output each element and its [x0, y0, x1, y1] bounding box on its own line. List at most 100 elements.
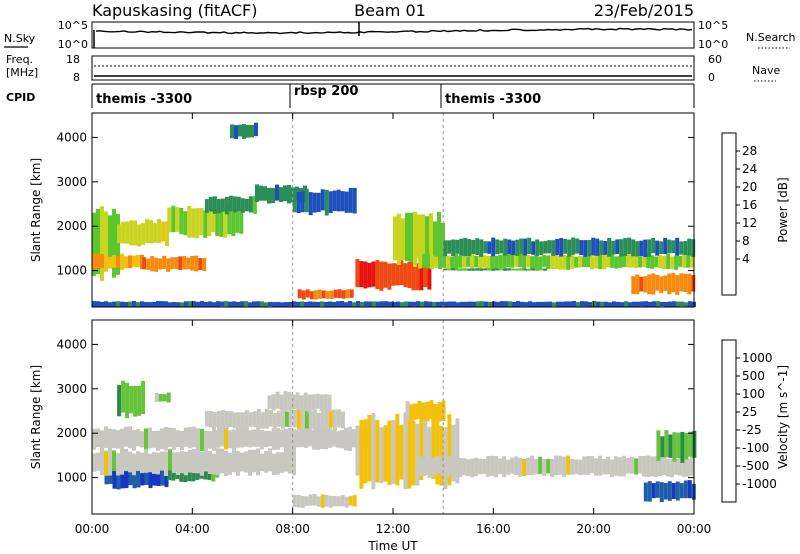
data-cell	[634, 254, 639, 269]
data-cell	[458, 457, 463, 478]
data-cell	[178, 256, 183, 270]
cpid-segment-2: rbsp 200	[294, 84, 358, 99]
data-cell	[638, 256, 643, 268]
data-cell	[535, 239, 540, 256]
data-cell	[375, 260, 380, 290]
data-cell	[304, 188, 309, 213]
data-cell	[467, 268, 472, 271]
data-cell	[630, 456, 635, 474]
data-cell	[659, 482, 664, 503]
data-cell	[440, 301, 444, 307]
data-cell	[487, 268, 492, 271]
data-cell	[160, 428, 164, 450]
data-cell	[148, 462, 153, 489]
data-cell	[248, 430, 252, 448]
data-cell	[284, 428, 288, 451]
data-cell	[628, 302, 632, 307]
data-cell	[325, 291, 330, 299]
data-cell	[539, 268, 544, 271]
data-cell	[292, 188, 297, 213]
data-cell	[391, 263, 396, 286]
data-cell	[236, 301, 240, 307]
data-cell	[516, 301, 520, 307]
data-cell	[184, 427, 188, 447]
power-colorbar-tick-label: 12	[742, 216, 757, 230]
data-cell	[96, 428, 100, 448]
data-cell	[375, 420, 380, 483]
data-cell	[340, 301, 344, 307]
data-cell	[208, 301, 212, 307]
data-cell	[417, 400, 422, 419]
data-cell	[348, 187, 353, 213]
data-cell	[528, 301, 532, 307]
power-colorbar-tick-label: 4	[742, 252, 750, 266]
data-cell	[376, 301, 380, 307]
noise-right-tick-low: 10^0	[698, 38, 728, 51]
data-cell	[666, 458, 671, 477]
scatter-region-12	[418, 253, 695, 270]
data-cell	[656, 430, 661, 462]
cpid-segment-3: themis -3300	[445, 92, 541, 107]
data-cell	[117, 224, 122, 243]
time-axis-title: Time UT	[367, 539, 418, 553]
data-cell	[436, 301, 440, 307]
data-cell	[160, 301, 164, 307]
data-cell	[666, 253, 671, 270]
data-cell	[319, 394, 324, 412]
data-cell	[228, 195, 233, 212]
velocity-y-axis: 1000 2000 3000 4000	[56, 337, 694, 485]
data-cell	[678, 455, 683, 476]
data-cell	[518, 457, 523, 477]
data-cell	[667, 239, 672, 254]
data-cell	[690, 253, 695, 268]
data-cell	[646, 253, 651, 269]
scatter-region-9	[297, 289, 354, 300]
data-cell	[340, 429, 344, 449]
data-cell	[271, 394, 276, 411]
data-cell	[612, 301, 616, 307]
data-cell	[108, 215, 112, 269]
data-cell	[591, 237, 596, 256]
data-cell	[316, 496, 321, 507]
data-cell	[256, 409, 261, 429]
data-cell	[164, 426, 168, 451]
data-cell	[352, 187, 357, 214]
data-cell	[187, 464, 192, 482]
data-cell	[587, 240, 592, 257]
data-cell	[570, 253, 575, 269]
data-cell	[405, 401, 410, 420]
data-cell	[487, 241, 492, 254]
data-cell	[255, 184, 259, 202]
data-cell	[401, 218, 405, 260]
data-cell	[447, 268, 452, 271]
data-cell	[112, 301, 116, 307]
data-cell	[672, 301, 676, 307]
data-cell	[647, 239, 652, 257]
data-cell	[643, 482, 648, 502]
data-cell	[223, 208, 228, 238]
data-cell	[675, 275, 680, 295]
data-cell	[145, 219, 150, 243]
data-cell	[250, 125, 254, 138]
data-cell	[631, 239, 636, 257]
data-cell	[687, 238, 692, 256]
data-cell	[454, 254, 459, 269]
data-cell	[598, 253, 603, 270]
data-cell	[141, 381, 146, 414]
data-cell	[663, 275, 668, 291]
data-cell	[388, 301, 392, 307]
data-cell	[532, 302, 536, 307]
data-cell	[200, 428, 204, 451]
data-cell	[568, 301, 572, 307]
data-cell	[678, 255, 683, 267]
data-cell	[120, 428, 124, 450]
data-cell	[154, 392, 159, 402]
data-cell	[140, 462, 145, 486]
data-cell	[256, 301, 260, 307]
time-axis: 00:00 04:00 08:00 12:00 16:00 20:00 00:00	[75, 113, 711, 536]
data-cell	[412, 301, 416, 307]
data-cell	[267, 395, 272, 409]
data-cell	[647, 481, 652, 502]
data-cell	[403, 263, 408, 288]
noise-sky-trace	[95, 27, 693, 35]
